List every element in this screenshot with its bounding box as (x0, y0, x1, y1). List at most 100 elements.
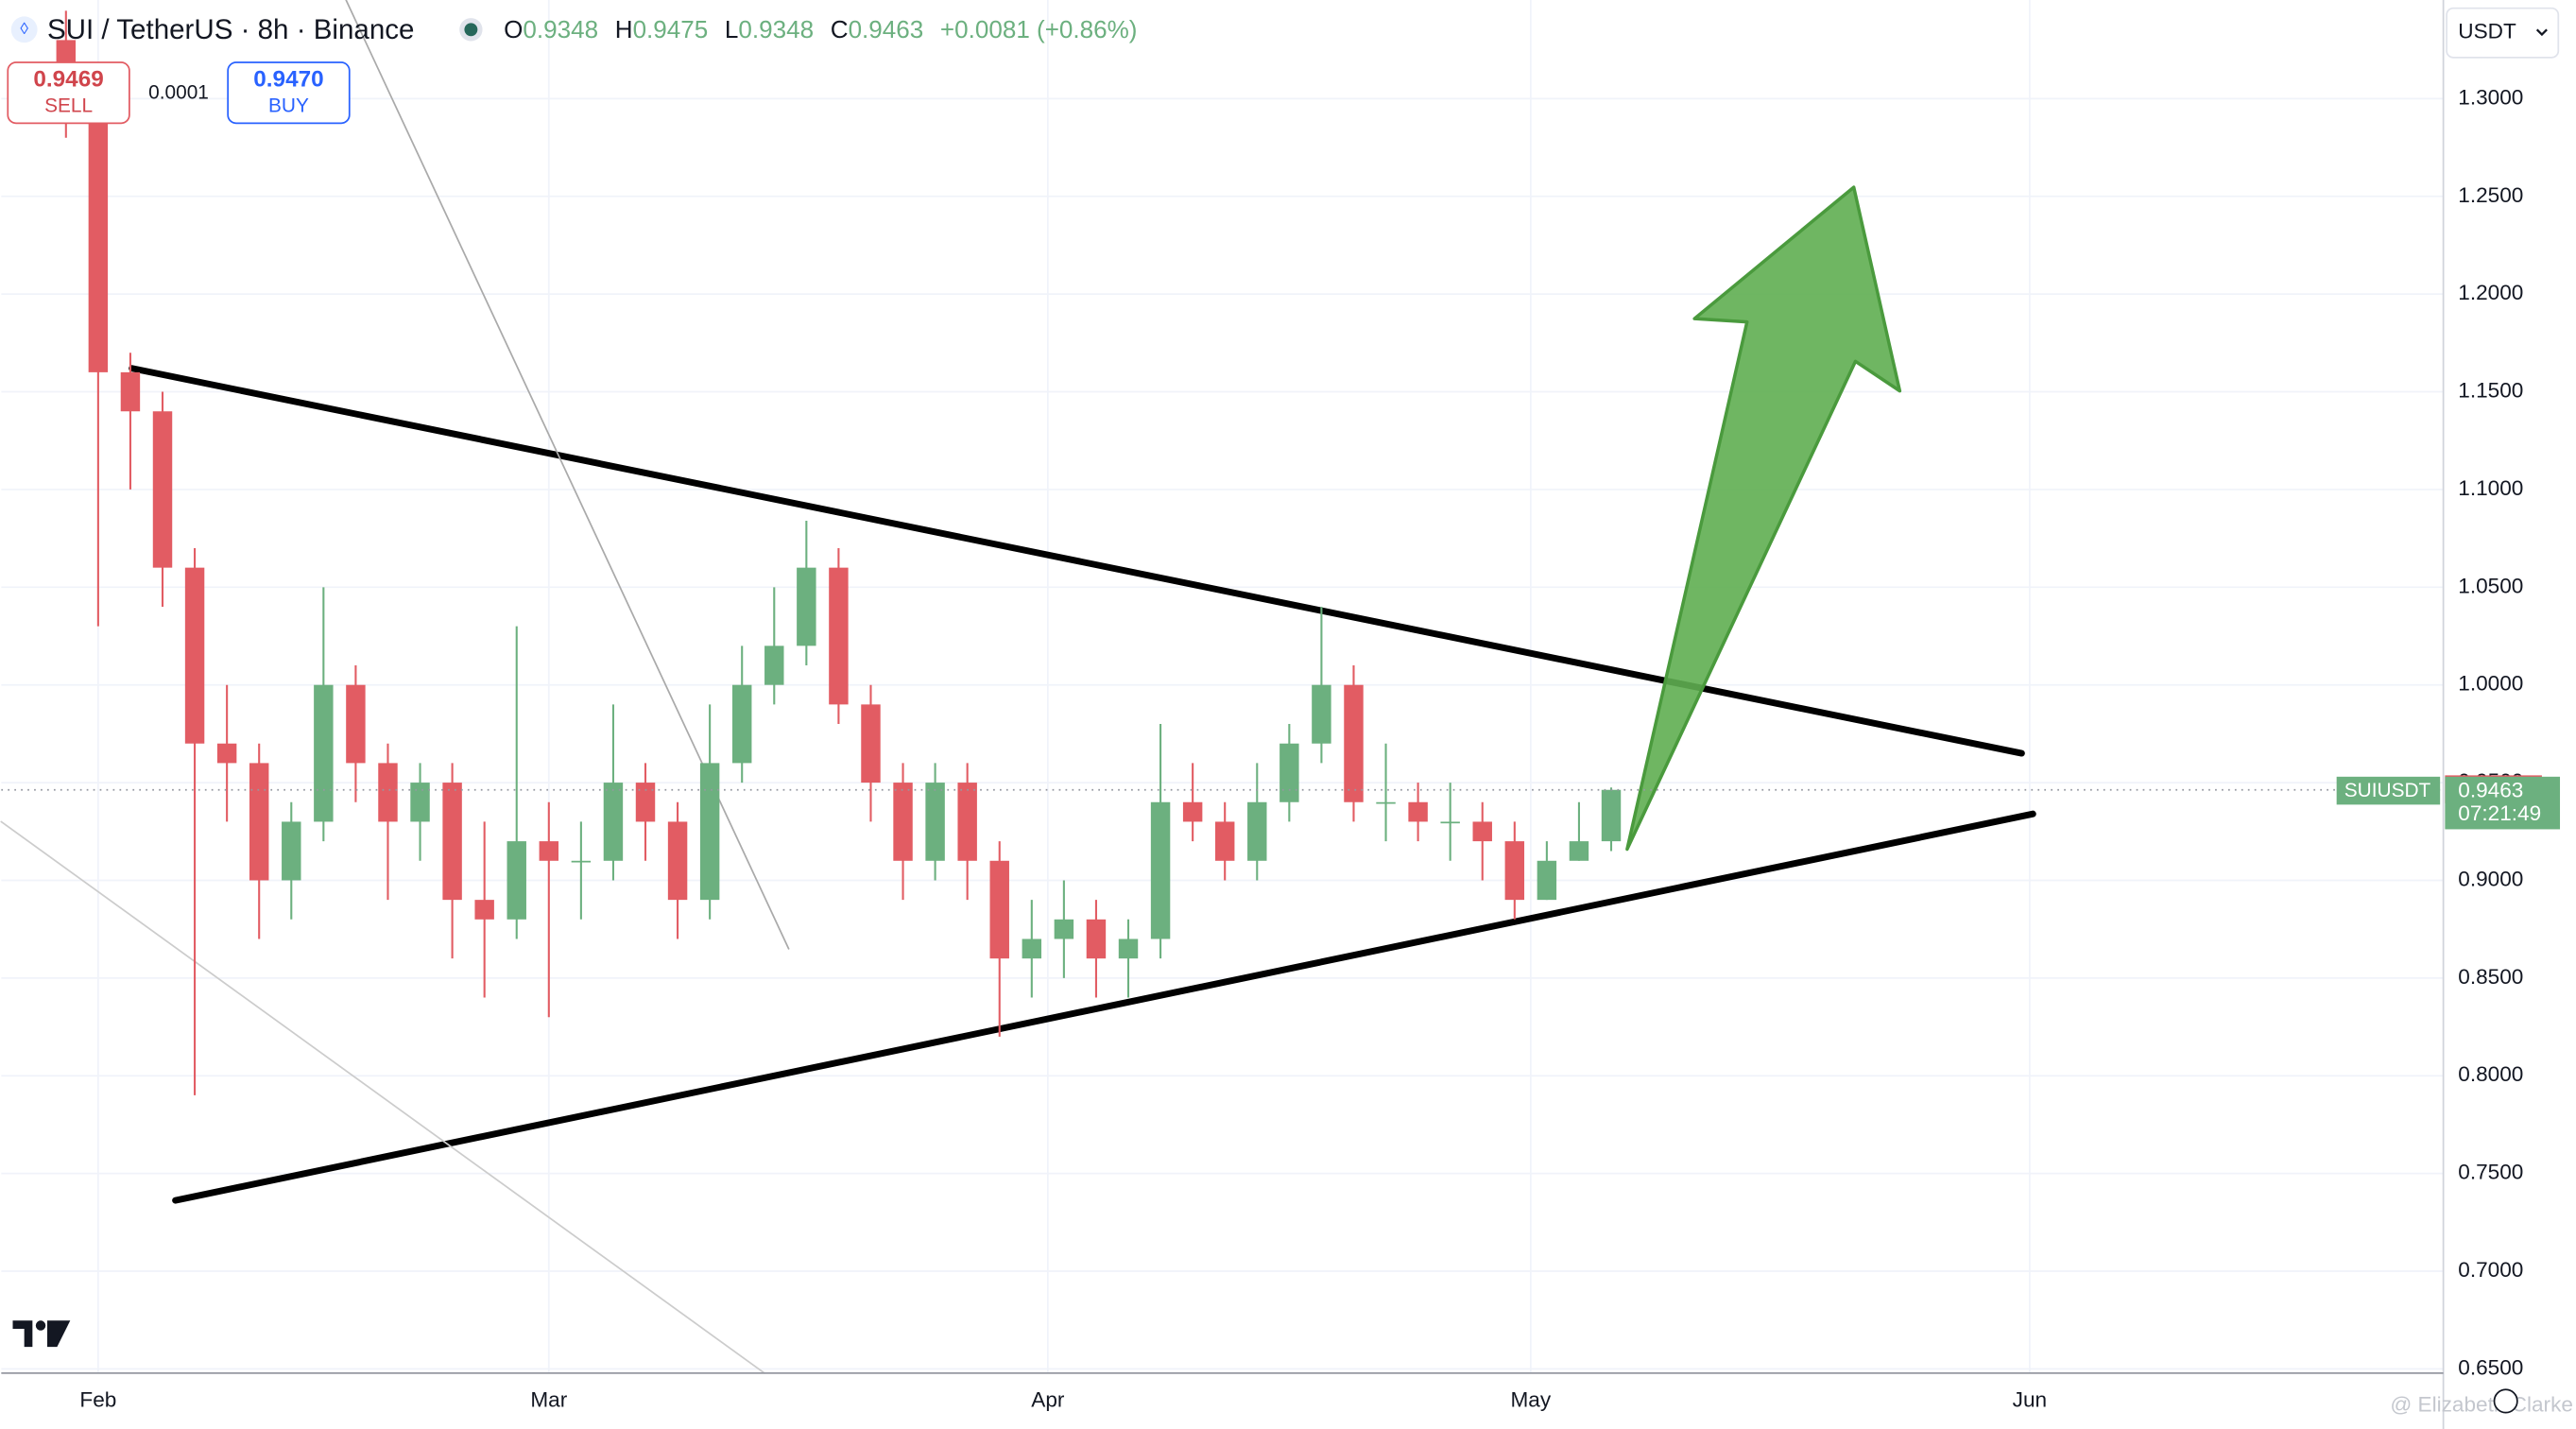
x-tick-label: May (1511, 1387, 1552, 1411)
candle-body (410, 783, 430, 822)
symbol-icon (10, 16, 38, 43)
high: 0.9475 (633, 15, 709, 43)
candle-body (474, 900, 494, 920)
candle-body (603, 783, 624, 861)
candle-body (120, 371, 141, 412)
candles (56, 10, 1622, 1095)
candle-body (571, 860, 592, 863)
candle-body (1118, 938, 1139, 959)
y-tick-label: 1.2000 (2458, 281, 2523, 304)
candle-body (1504, 841, 1525, 901)
c-label: C (831, 15, 849, 43)
symbol-tag (2336, 776, 2441, 805)
candle-body (635, 783, 656, 822)
y-tick-label: 0.9000 (2458, 867, 2523, 890)
candle-body (1054, 919, 1074, 939)
y-tick-label: 0.7500 (2458, 1161, 2523, 1184)
candle-body (1312, 684, 1331, 744)
y-tick-label: 0.7000 (2458, 1258, 2523, 1282)
candle-body (1086, 919, 1107, 959)
symbol-tag-label: SUIUSDT (2344, 780, 2431, 801)
logo-part (46, 1320, 71, 1348)
chevron (2535, 28, 2548, 37)
currency[interactable]: USDT (2458, 20, 2516, 43)
candle-body (957, 783, 977, 861)
buy-button[interactable] (227, 61, 351, 125)
x-tick-label: Feb (79, 1387, 116, 1411)
candle-body (1279, 743, 1299, 802)
symbol: SUI / TetherUS · 8h · Binance (47, 14, 414, 45)
spread: 0.0001 (148, 82, 209, 104)
candle-body (667, 821, 688, 901)
trend-line (172, 810, 2036, 1204)
candle-body (249, 763, 269, 881)
currency-select[interactable] (2446, 7, 2560, 59)
candle-body (346, 684, 366, 764)
candle-body (507, 841, 526, 920)
x-tick-label: Mar (530, 1387, 567, 1411)
buy-price[interactable]: 0.9470 (253, 67, 323, 93)
buy-label[interactable]: BUY (268, 95, 309, 116)
low: 0.9348 (738, 15, 814, 43)
candle-body (925, 783, 945, 861)
candle-body (797, 567, 816, 646)
x-tick-label: Apr (1031, 1387, 1065, 1411)
candle-body (893, 783, 913, 861)
ohlc: O0.9348 H0.9475 L0.9348 C0.9463 +0.0081 … (504, 15, 1137, 43)
candle-body (829, 567, 849, 705)
candle-body (282, 821, 301, 881)
grid (1, 0, 2444, 1373)
y-tick-label: 0.6500 (2458, 1355, 2523, 1379)
settings-icon[interactable] (2493, 1388, 2518, 1414)
candle-body (1408, 801, 1428, 822)
y-tick-label: 1.3000 (2458, 85, 2523, 109)
l-label: L (725, 15, 739, 43)
sell-label[interactable]: SELL (44, 95, 93, 116)
logo-part (12, 1320, 33, 1348)
h-label: H (615, 15, 633, 43)
close: 0.9463 (849, 15, 924, 43)
sell-price[interactable]: 0.9469 (33, 67, 103, 93)
price-tag-label: 0.9463 (2458, 778, 2523, 801)
candle-body (1214, 821, 1235, 861)
o-label: O (504, 15, 523, 43)
trend-line (129, 365, 2025, 757)
candle-body (861, 704, 881, 783)
tv-logo (12, 1320, 71, 1348)
candle-body (1601, 789, 1622, 842)
candle-body (1376, 801, 1396, 804)
y-tick-label: 0.8000 (2458, 1062, 2523, 1086)
open: 0.9348 (523, 15, 598, 43)
candle-body (1182, 801, 1203, 822)
candle-body (442, 783, 462, 901)
watermark: @ Elizabeth Clarke (2390, 1393, 2573, 1417)
candle-body (152, 411, 173, 568)
x-tick-label: Jun (2013, 1387, 2047, 1411)
logo-part (35, 1320, 46, 1331)
candle-body (764, 646, 784, 685)
candle-body (539, 841, 559, 861)
symbol-icon-glyph: ◊ (20, 19, 28, 38)
candle-body (88, 98, 109, 372)
candle-body (1150, 801, 1171, 939)
candle-body (378, 763, 398, 822)
status-dot (464, 23, 478, 37)
countdown: 07:21:49 (2458, 801, 2541, 825)
axes: 0.65000.70000.75000.80000.85000.90000.95… (79, 85, 2523, 1411)
candle-body (1537, 860, 1557, 901)
price-tag (2445, 776, 2561, 830)
candle-body (989, 860, 1009, 959)
candle-body (1440, 821, 1460, 824)
candle-body (731, 684, 752, 764)
candle-body (699, 763, 720, 901)
candle-body (314, 684, 334, 822)
y-tick-label: 1.0000 (2458, 672, 2523, 696)
y-tick-label: 0.8500 (2458, 965, 2523, 989)
sell-button[interactable] (7, 61, 130, 125)
candle-body (1344, 684, 1364, 802)
y-tick-label: 1.1500 (2458, 379, 2523, 403)
candle-body (216, 743, 237, 764)
